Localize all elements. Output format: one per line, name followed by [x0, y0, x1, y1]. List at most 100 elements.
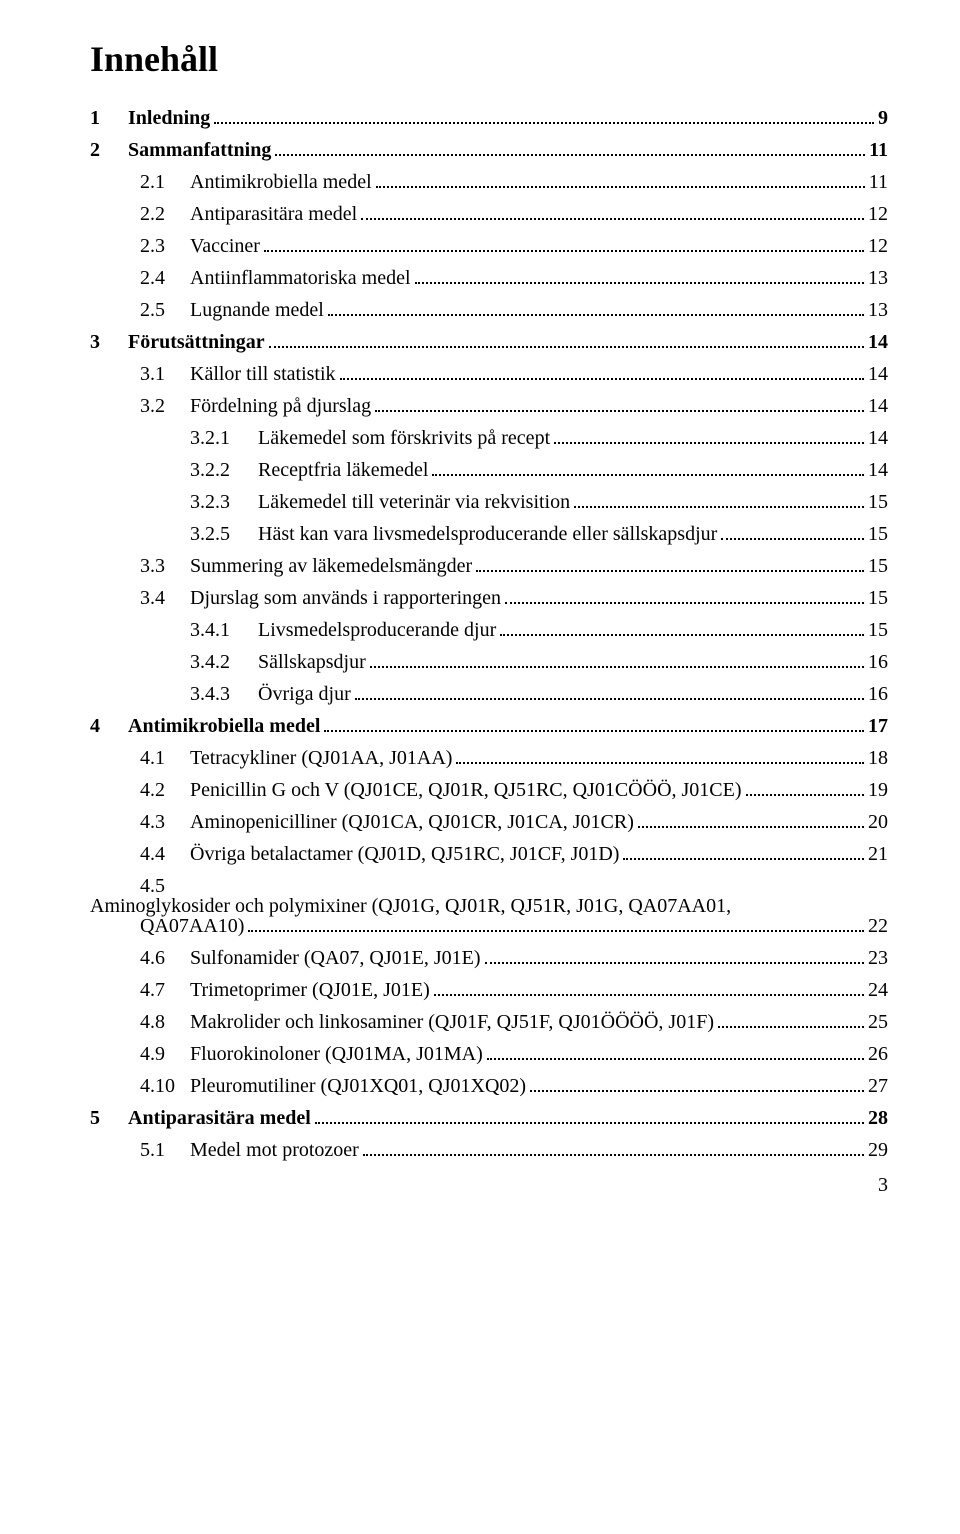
toc-number: 3.2: [90, 396, 190, 416]
toc-leader: [456, 762, 864, 764]
toc-entry: 3.4.2Sällskapsdjur16: [90, 652, 888, 672]
toc-entry: 4.3Aminopenicilliner (QJ01CA, QJ01CR, J0…: [90, 812, 888, 832]
page-number: 3: [90, 1174, 888, 1197]
toc-page: 14: [868, 332, 888, 352]
toc-number: 4: [90, 716, 128, 736]
toc-number: 4.9: [90, 1044, 190, 1064]
toc-number: 2.1: [90, 172, 190, 192]
toc-number: 3: [90, 332, 128, 352]
toc-label: Läkemedel till veterinär via rekvisition: [258, 492, 570, 512]
toc-entry: 2Sammanfattning11: [90, 140, 888, 160]
toc-label: Aminopenicilliner (QJ01CA, QJ01CR, J01CA…: [190, 812, 634, 832]
toc-leader: [361, 218, 864, 220]
toc-entry: 4.2Penicillin G och V (QJ01CE, QJ01R, QJ…: [90, 780, 888, 800]
toc-number: 3.3: [90, 556, 190, 576]
toc-page: 15: [868, 588, 888, 608]
toc-page: 15: [868, 492, 888, 512]
toc-entry: 3.2.5Häst kan vara livsmedelsproducerand…: [90, 524, 888, 544]
toc-label: Penicillin G och V (QJ01CE, QJ01R, QJ51R…: [190, 780, 742, 800]
toc-number: 1: [90, 108, 128, 128]
toc-number: 3.2.2: [90, 460, 258, 480]
toc-number: 3.4.3: [90, 684, 258, 704]
toc-entry: 2.2Antiparasitära medel12: [90, 204, 888, 224]
toc-number: 4.5: [90, 876, 190, 896]
toc-entry: 3.1Källor till statistik14: [90, 364, 888, 384]
toc-label: Fluorokinoloner (QJ01MA, J01MA): [190, 1044, 483, 1064]
toc-label: Övriga betalactamer (QJ01D, QJ51RC, J01C…: [190, 844, 619, 864]
toc-leader: [415, 282, 865, 284]
toc-entry: 2.4Antiinflammatoriska medel13: [90, 268, 888, 288]
toc-entry: 4.4Övriga betalactamer (QJ01D, QJ51RC, J…: [90, 844, 888, 864]
toc-number: 4.2: [90, 780, 190, 800]
toc-label: Häst kan vara livsmedelsproducerande ell…: [258, 524, 717, 544]
toc-entry: 3.2Fördelning på djurslag14: [90, 396, 888, 416]
toc-page: 9: [878, 108, 888, 128]
toc-entry: 3.3Summering av läkemedelsmängder15: [90, 556, 888, 576]
toc-entry: 3.2.3Läkemedel till veterinär via rekvis…: [90, 492, 888, 512]
toc-label: Läkemedel som förskrivits på recept: [258, 428, 550, 448]
toc-label: Förutsättningar: [128, 332, 265, 352]
toc-number: 4.6: [90, 948, 190, 968]
toc-page: 29: [868, 1140, 888, 1160]
toc-entry: 4.9Fluorokinoloner (QJ01MA, J01MA)26: [90, 1044, 888, 1064]
toc-leader: [638, 826, 864, 828]
toc-label: Sulfonamider (QA07, QJ01E, J01E): [190, 948, 481, 968]
toc-label: Aminoglykosider och polymixiner (QJ01G, …: [90, 896, 888, 916]
toc-label: Pleuromutiliner (QJ01XQ01, QJ01XQ02): [190, 1076, 526, 1096]
toc-entry: 3Förutsättningar 14: [90, 332, 888, 352]
toc-leader: [328, 314, 864, 316]
toc-leader: [487, 1058, 864, 1060]
toc-entry: 4.6Sulfonamider (QA07, QJ01E, J01E)23: [90, 948, 888, 968]
toc-number: 4.10: [90, 1076, 190, 1096]
toc-page: 28: [868, 1108, 888, 1128]
toc-page: 11: [869, 172, 888, 192]
page-title: Innehåll: [90, 38, 888, 80]
toc-leader: [375, 410, 864, 412]
toc-page: 27: [868, 1076, 888, 1096]
toc-label: Tetracykliner (QJ01AA, J01AA): [190, 748, 452, 768]
toc-leader: [324, 730, 864, 732]
toc-leader: [370, 666, 864, 668]
toc-entry: 4.7Trimetoprimer (QJ01E, J01E)24: [90, 980, 888, 1000]
table-of-contents: 1Inledning 9 2Sammanfattning11 2.1 Antimikro…: [90, 108, 888, 1160]
toc-entry: 3.4.1Livsmedelsproducerande djur15: [90, 620, 888, 640]
toc-page: 20: [868, 812, 888, 832]
toc-entry: 2.5Lugnande medel13: [90, 300, 888, 320]
toc-entry: 3.2.1Läkemedel som förskrivits på recept…: [90, 428, 888, 448]
toc-entry: 4.10Pleuromutiliner (QJ01XQ01, QJ01XQ02)…: [90, 1076, 888, 1096]
toc-label: Övriga djur: [258, 684, 351, 704]
toc-number: 4.7: [90, 980, 190, 1000]
toc-number: 3.4: [90, 588, 190, 608]
toc-number: 3.4.2: [90, 652, 258, 672]
toc-page: 16: [868, 684, 888, 704]
toc-number: 2.3: [90, 236, 190, 256]
toc-label: Antiparasitära medel: [190, 204, 357, 224]
toc-leader: [264, 250, 864, 252]
toc-page: 14: [868, 460, 888, 480]
toc-leader: [505, 602, 864, 604]
toc-number: 3.2.1: [90, 428, 258, 448]
toc-leader: [721, 538, 864, 540]
toc-label: Medel mot protozoer: [190, 1140, 359, 1160]
toc-leader: [269, 346, 864, 348]
toc-label: Antimikrobiella medel: [128, 716, 320, 736]
toc-page: 19: [868, 780, 888, 800]
toc-label: Receptfria läkemedel: [258, 460, 428, 480]
toc-leader: [376, 186, 865, 188]
toc-entry: 5Antiparasitära medel28: [90, 1108, 888, 1128]
toc-page: 14: [868, 364, 888, 384]
toc-label: Livsmedelsproducerande djur: [258, 620, 496, 640]
toc-label-cont: QA07AA10): [140, 916, 244, 936]
toc-leader: [530, 1090, 864, 1092]
toc-number: 2: [90, 140, 128, 160]
toc-number: 4.3: [90, 812, 190, 832]
toc-label: Fördelning på djurslag: [190, 396, 371, 416]
toc-number: 4.4: [90, 844, 190, 864]
toc-page: 11: [869, 140, 888, 160]
toc-leader: [340, 378, 864, 380]
toc-entry: 4Antimikrobiella medel17: [90, 716, 888, 736]
toc-label: Inledning: [128, 108, 210, 128]
toc-page: 15: [868, 556, 888, 576]
toc-leader: [363, 1154, 864, 1156]
toc-page: 16: [868, 652, 888, 672]
